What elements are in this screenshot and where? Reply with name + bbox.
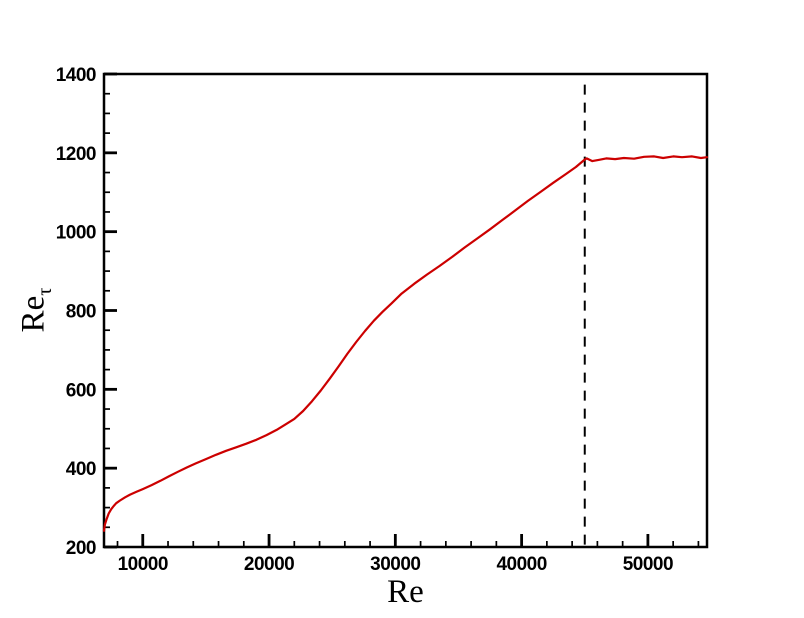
y-axis-title-text: Re [15, 295, 52, 333]
y-tick-label: 800 [66, 302, 96, 323]
y-tick-label: 1400 [56, 65, 96, 86]
x-axis-title-text: Re [387, 574, 424, 610]
x-tick-label: 40000 [496, 554, 546, 575]
x-tick-label: 10000 [118, 554, 168, 575]
y-tick-label: 200 [66, 538, 96, 559]
y-tick-label: 1200 [56, 144, 96, 165]
plot-frame [102, 72, 709, 549]
series-line-friction-reynolds-curve [102, 155, 709, 532]
x-tick-label: 50000 [623, 554, 673, 575]
y-tick-label: 600 [66, 380, 96, 401]
y-tick-label: 400 [66, 459, 96, 480]
x-tick-label: 30000 [370, 554, 420, 575]
x-axis-title: Re [104, 576, 707, 609]
y-axis-title: Reτ [15, 288, 57, 333]
x-tick-label: 20000 [244, 554, 294, 575]
y-axis-title-subscript: τ [34, 287, 57, 296]
y-tick-label: 1000 [56, 223, 96, 244]
